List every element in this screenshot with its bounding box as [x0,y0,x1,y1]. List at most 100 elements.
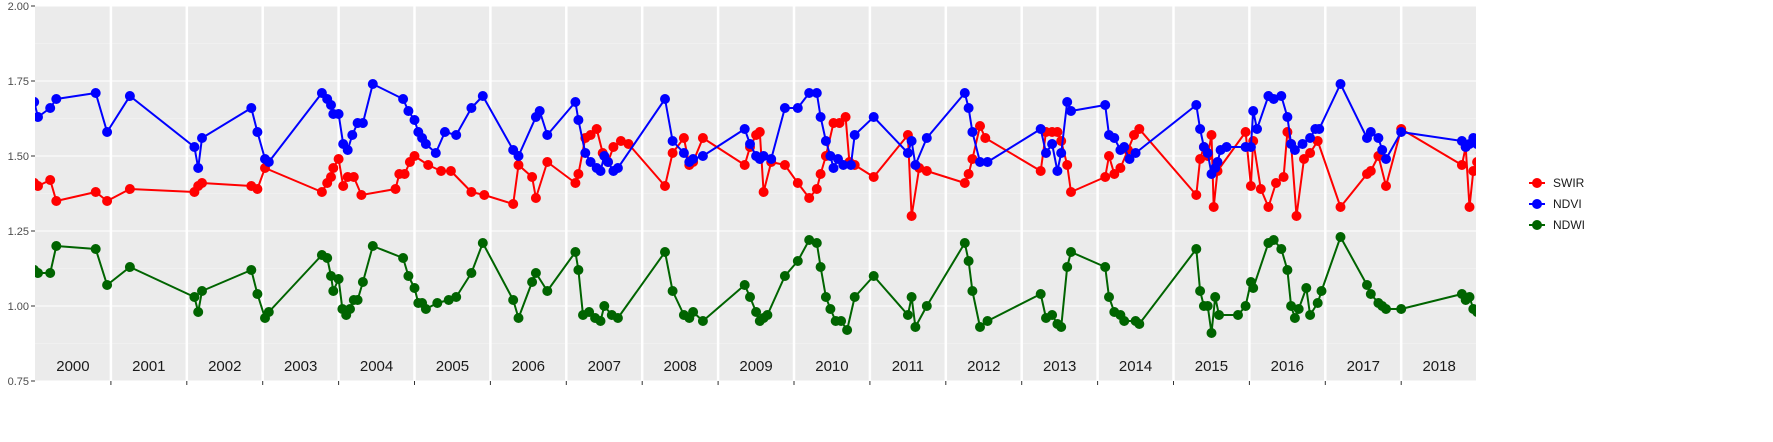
legend-key-point [1532,178,1542,188]
data-point-swir [615,136,626,146]
data-point-swir [399,169,410,179]
data-point-ndvi [1221,142,1232,152]
data-point-swir [479,190,490,200]
data-point-swir [1263,202,1274,212]
data-point-ndwi [1464,292,1475,302]
data-point-ndwi [328,286,339,296]
data-point-ndwi [667,286,678,296]
data-point-ndwi [811,238,822,248]
data-point-swir [1134,124,1145,134]
data-point-ndvi [189,142,200,152]
y-tick-label: 2.00 [8,1,29,13]
data-point-swir [1062,160,1073,170]
data-point-swir [792,178,803,188]
legend-label: NDVI [1553,197,1582,211]
data-point-swir [840,112,851,122]
data-point-ndvi [825,151,836,161]
data-point-ndvi [367,79,378,89]
data-point-swir [1191,190,1202,200]
data-point-ndwi [252,289,263,299]
data-point-ndvi [1062,97,1073,107]
data-point-swir [1278,172,1289,182]
data-point-ndvi [804,88,815,98]
data-point-ndwi [1472,307,1476,317]
data-point-swir [906,211,917,221]
data-point-ndwi [1056,322,1067,332]
data-point-swir [1464,202,1475,212]
data-point-swir [1271,178,1281,188]
data-point-ndvi [688,154,699,164]
data-point-swir [667,148,678,158]
data-point-swir [423,160,434,170]
data-point-swir [1066,187,1076,197]
data-point-ndwi [513,313,524,323]
data-point-ndwi [189,292,200,302]
data-point-swir [90,187,101,197]
data-point-ndvi [1245,142,1256,152]
data-point-ndwi [779,271,790,281]
data-point-swir [1544,148,1554,158]
data-point-ndvi [1202,148,1213,158]
data-point-ndvi [580,148,591,158]
data-point-swir [959,178,970,188]
data-point-ndwi [451,292,462,302]
data-point-swir [1100,172,1111,182]
data-point-ndwi [1119,316,1130,326]
legend-label: NDWI [1553,218,1585,232]
data-point-ndwi [193,307,204,317]
data-point-ndwi [825,304,836,314]
data-point-swir [124,184,135,194]
data-point-swir [1456,160,1467,170]
data-point-ndvi [811,88,822,98]
data-point-ndvi [595,166,606,176]
data-point-swir [1472,157,1476,167]
y-tick-label: 0.75 [8,376,29,388]
data-point-ndvi [193,163,204,173]
data-point-ndwi [466,268,477,278]
data-point-swir [356,190,367,200]
data-point-ndwi [420,304,431,314]
data-point-swir [252,184,263,194]
data-point-ndwi [688,307,699,317]
data-point-ndwi [322,253,333,263]
data-point-ndwi [263,307,274,317]
data-point-ndvi [910,160,921,170]
year-label: 2015 [1195,358,1228,375]
data-point-ndwi [1396,304,1407,314]
data-point-ndwi [1100,262,1111,272]
year-label: 2009 [739,358,772,375]
year-separators [109,6,1403,385]
data-point-ndvi [439,127,450,137]
data-point-ndvi [45,103,56,113]
y-tick-label: 1.25 [8,226,29,238]
data-point-ndvi [982,157,993,167]
data-point-ndvi [1373,133,1384,143]
data-point-ndwi [542,286,553,296]
data-point-ndvi [1268,94,1279,104]
data-point-swir [573,169,584,179]
data-point-swir [834,118,845,128]
data-point-ndvi [573,115,584,125]
data-point-ndwi [45,268,56,278]
data-point-ndwi [902,310,913,320]
data-point-ndvi [660,94,670,104]
data-point-ndwi [333,274,344,284]
data-point-ndvi [1481,139,1491,149]
data-point-ndwi [849,292,860,302]
data-point-ndwi [1248,283,1259,293]
data-point-ndwi [612,313,623,323]
data-point-ndwi [815,262,826,272]
data-point-ndwi [1365,289,1376,299]
year-label: 2000 [56,358,89,375]
data-point-swir [35,181,43,191]
legend: SWIR NDVI NDWI [1529,176,1585,232]
data-point-swir [1533,166,1543,176]
data-point-ndvi [1052,166,1063,176]
data-point-ndvi [326,100,336,110]
data-point-ndwi [1312,298,1323,308]
data-point-ndwi [963,256,974,266]
data-point-ndwi [326,271,336,281]
data-point-swir [530,193,541,203]
data-point-ndwi [762,310,773,320]
data-point-ndvi [451,130,462,140]
